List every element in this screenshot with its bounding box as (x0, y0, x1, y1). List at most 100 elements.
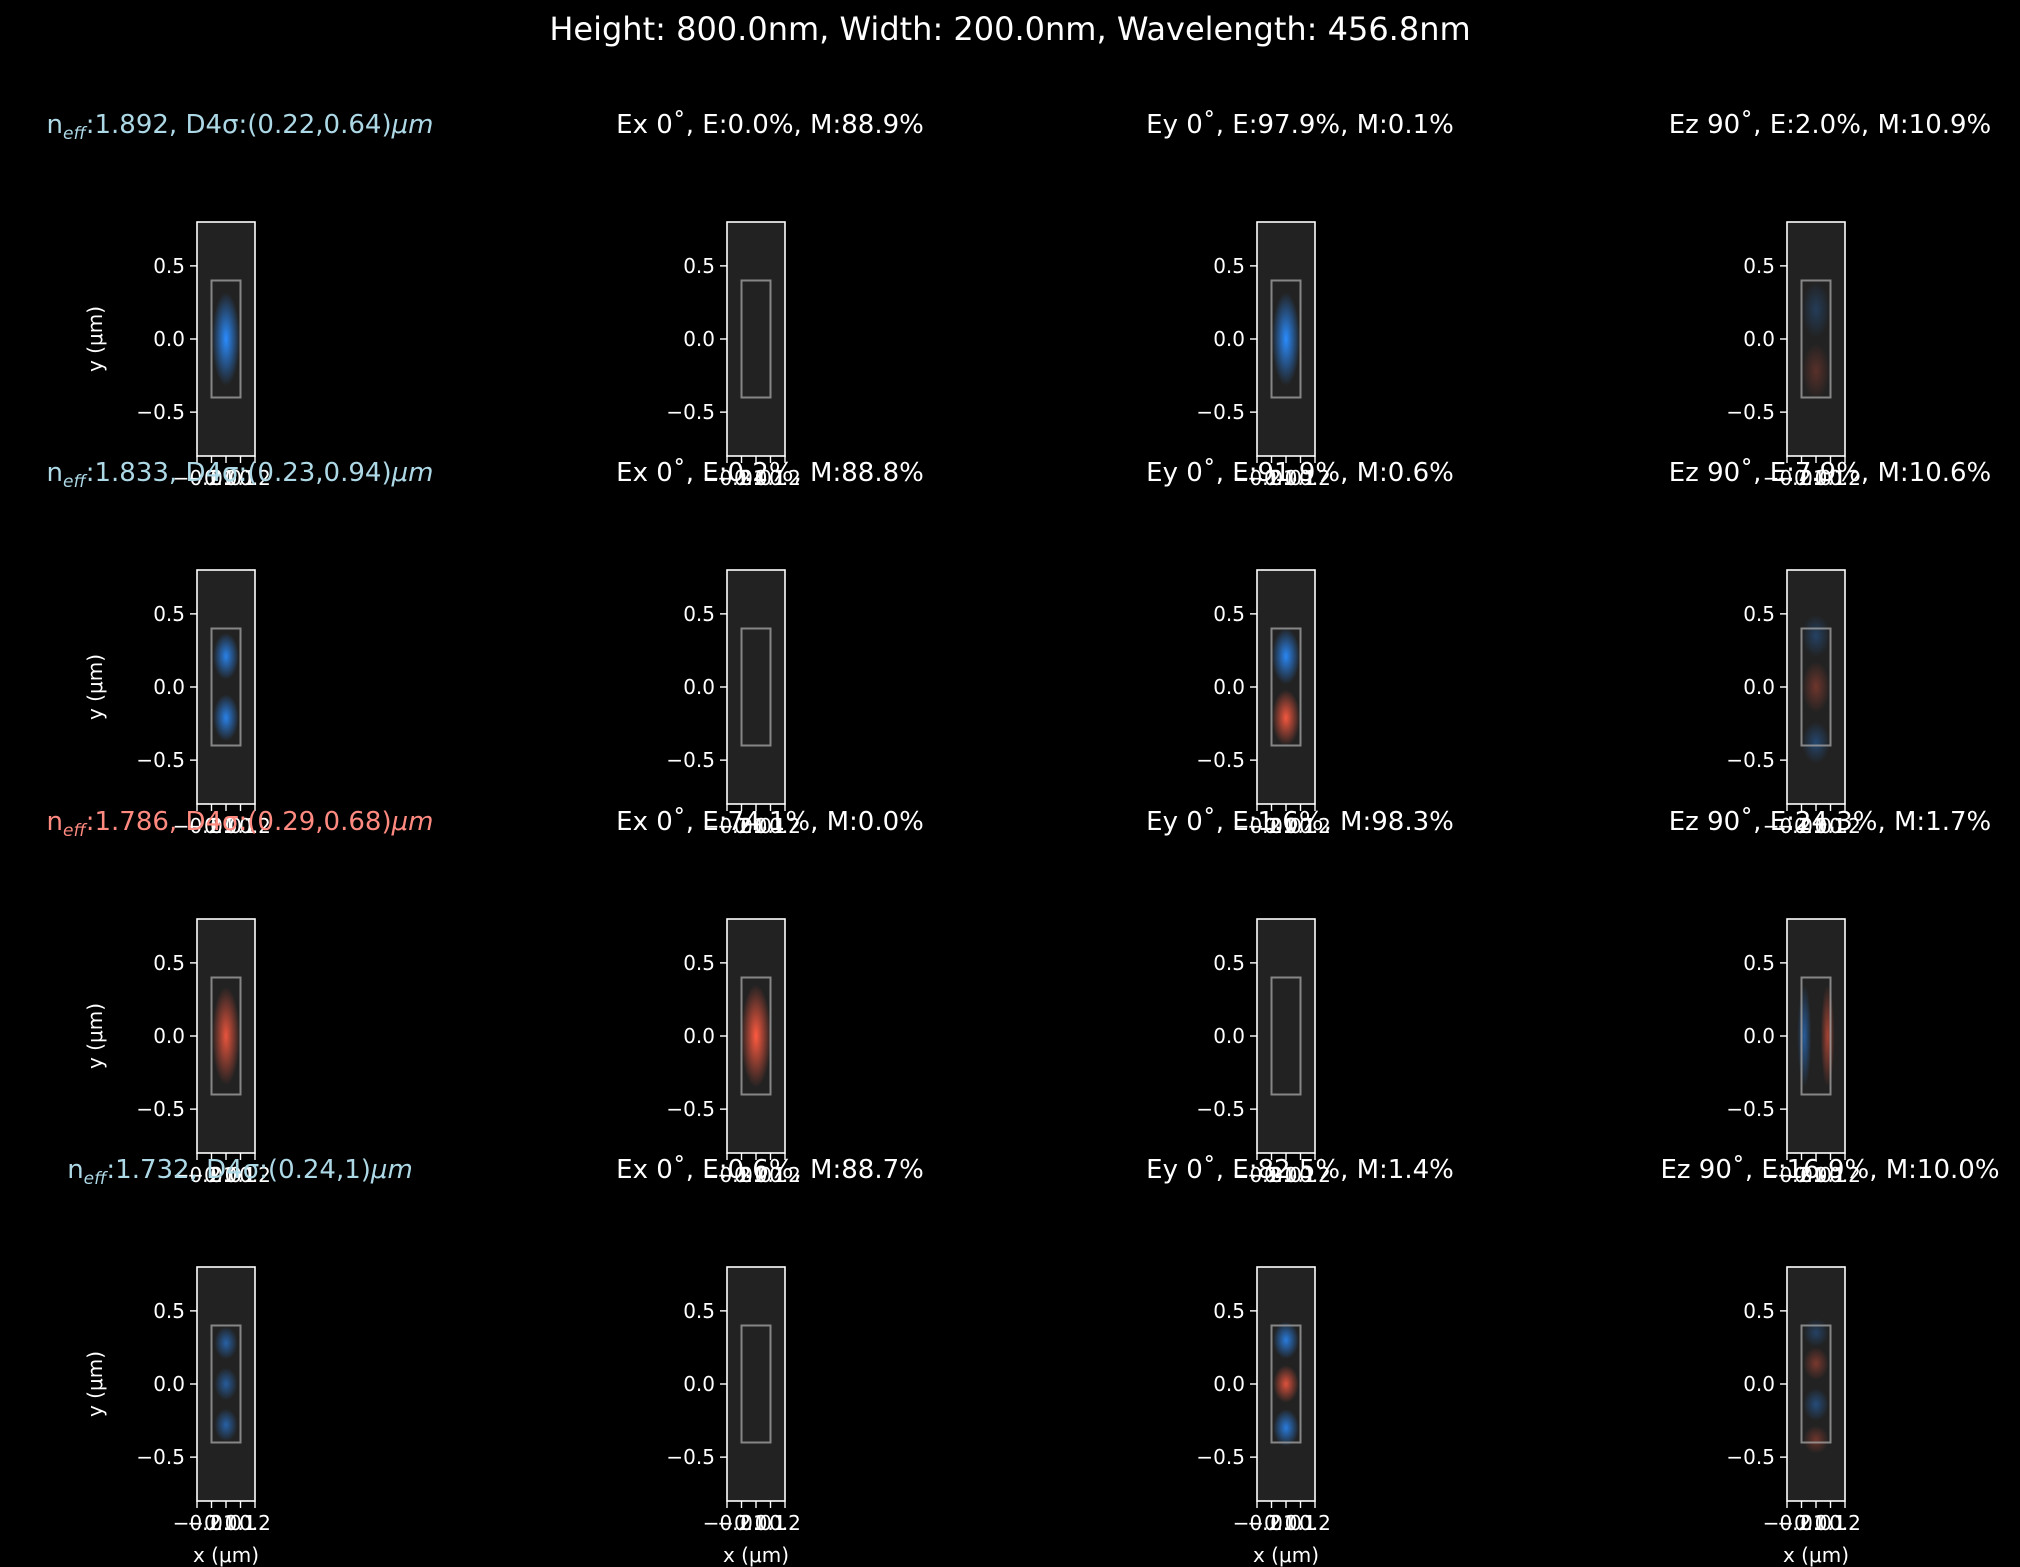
x-axis-label: x (μm) (1252, 1543, 1319, 1567)
y-tick-label: 0.0 (1213, 1024, 1245, 1048)
field-lobe-negative (1797, 984, 1812, 1088)
y-tick-label: −0.5 (1196, 1097, 1245, 1121)
panel-title: Ey 0˚, E:1.6%, M:98.3% (1146, 807, 1454, 837)
field-heatmap: 0.50.0−0.5−0.2−0.10.00.10.2 (1196, 569, 1331, 838)
y-tick-label: 0.5 (683, 254, 715, 278)
x-tick-label: 0.2 (1829, 1511, 1861, 1535)
y-tick-label: 0.0 (1213, 1372, 1245, 1396)
axes-background (727, 570, 785, 804)
mode-4-ex-panel: Ex 0˚, E:0.6%, M:88.7% 0.5 0.0 −0.5 −0.2 −0.1… (530, 1155, 1010, 1567)
x-tick-label: −0.1 (717, 1511, 766, 1535)
y-tick-label: 0.0 (153, 327, 185, 351)
x-tick-label: −0.1 (187, 466, 236, 490)
y-tick-label: 0.5 (1213, 951, 1245, 975)
y-tick-label: 0.0 (1213, 327, 1245, 351)
y-axis-label-text: y (μm) (83, 653, 107, 721)
x-tick-label: 0.0 (1800, 1511, 1832, 1535)
y-tick-label: 0.5 (1743, 1299, 1775, 1323)
y-tick-label: 0.0 (153, 675, 185, 699)
x-tick-label: 0.0 (740, 1511, 772, 1535)
y-tick-label: −0.5 (136, 400, 185, 424)
panel-title: Ex 0˚, E:0.0%, M:88.9% (616, 110, 924, 140)
y-tick-label: 0.5 (683, 602, 715, 626)
x-tick-label: 0.1 (755, 814, 787, 838)
x-tick-label: 0.2 (1299, 466, 1331, 490)
x-tick-label: 0.2 (1829, 466, 1861, 490)
x-tick-label: −0.2 (1763, 814, 1812, 838)
field-lobe-negative (1803, 1318, 1829, 1347)
x-tick-label: 0.2 (769, 1511, 801, 1535)
x-tick-label: −0.2 (703, 814, 752, 838)
field-lobes (212, 292, 240, 386)
x-tick-label: −0.2 (1763, 1511, 1812, 1535)
panel-title: Ex 0˚, E:0.2%, M:88.8% (616, 458, 924, 488)
field-lobes (1273, 1321, 1299, 1447)
axes-background (727, 1267, 785, 1501)
mode-2-total-panel: neff:1.833, D4σ:(0.23,0.94)μm 0.5 0.0 −0.5 −… (0, 458, 480, 838)
waveguide-core-outline (1800, 627, 1832, 747)
field-lobe-negative (212, 292, 240, 386)
x-tick-label: −0.1 (1777, 814, 1826, 838)
x-tick-label: 0.0 (210, 1163, 242, 1187)
waveguide-core-outline (1800, 1324, 1832, 1444)
panel-title: Ez 90˚, E:16.9%, M:10.0% (1660, 1155, 2000, 1185)
field-lobes (1272, 628, 1300, 746)
y-tick-label: 0.0 (153, 1024, 185, 1048)
field-lobe-negative (1272, 628, 1300, 685)
field-lobes (212, 986, 240, 1086)
field-heatmap: 0.50.0−0.5−0.2−0.10.00.10.2 (136, 1266, 271, 1535)
waveguide-core-outline (740, 627, 772, 747)
waveguide-core-outline (1270, 279, 1302, 399)
x-axis-label: x (μm) (1782, 1543, 1849, 1567)
field-lobe-negative (213, 632, 239, 680)
mode-3-ey-panel: Ey 0˚, E:1.6%, M:98.3% 0.5 0.0 −0.5 −0.2 −0.1… (1060, 807, 1540, 1187)
waveguide-core-outline (210, 279, 242, 399)
x-tick-label: −0.2 (173, 1511, 222, 1535)
x-tick-label: 0.1 (1815, 1163, 1847, 1187)
x-tick-label: 0.0 (210, 466, 242, 490)
mode-2-ey-panel: Ey 0˚, E:91.9%, M:0.6% 0.5 0.0 −0.5 −0.2 −0.1… (1060, 458, 1540, 838)
y-axis-label: y (μm) (80, 1264, 110, 1504)
mode-3-total-panel: neff:1.786, D4σ:(0.29,0.68)μm 0.5 0.0 −0.5 −… (0, 807, 480, 1187)
y-tick-label: 0.5 (153, 254, 185, 278)
x-tick-label: 0.1 (1285, 1163, 1317, 1187)
field-lobe-positive (740, 984, 772, 1088)
x-tick-label: 0.0 (1800, 466, 1832, 490)
x-tick-label: 0.2 (769, 466, 801, 490)
y-tick-label: 0.0 (683, 1372, 715, 1396)
axes-background (1787, 919, 1845, 1153)
x-tick-label: 0.2 (1829, 814, 1861, 838)
field-heatmap: 0.50.0−0.5−0.2−0.10.00.10.2 (1196, 1266, 1331, 1535)
axes-background (1257, 570, 1315, 804)
x-tick-label: 0.1 (755, 466, 787, 490)
x-tick-label: −0.1 (187, 1511, 236, 1535)
panel-title: Ex 0˚, E:0.6%, M:88.7% (616, 1155, 924, 1185)
y-tick-label: −0.5 (1726, 1445, 1775, 1469)
x-tick-label: −0.2 (703, 1511, 752, 1535)
axes-background (1787, 1267, 1845, 1501)
waveguide-core-outline (1270, 1324, 1302, 1444)
field-heatmap: 0.50.0−0.5−0.2−0.10.00.10.2 (136, 569, 271, 838)
field-lobe-positive (1802, 343, 1830, 400)
x-tick-label: −0.1 (1247, 1511, 1296, 1535)
y-tick-label: 0.5 (153, 951, 185, 975)
mode-1-ez-panel: Ez 90˚, E:2.0%, M:10.9% 0.5 0.0 −0.5 −0.2 −0.… (1590, 110, 2020, 490)
panel-title: Ez 90˚, E:24.3%, M:1.7% (1668, 807, 1992, 837)
axes-background (727, 222, 785, 456)
mode-4-total-panel: neff:1.732, D4σ:(0.24,1)μm 0.5 0.0 −0.5 −0.2… (0, 1155, 480, 1567)
x-tick-label: 0.2 (769, 814, 801, 838)
waveguide-core-outline (1270, 976, 1302, 1096)
y-tick-label: 0.0 (683, 1024, 715, 1048)
panel-title: Ey 0˚, E:82.5%, M:1.4% (1146, 1155, 1454, 1185)
field-lobe-positive (1803, 1347, 1829, 1380)
field-lobe-negative (214, 1367, 238, 1401)
mode-4-ez-panel: Ez 90˚, E:16.9%, M:10.0% 0.5 0.0 −0.5 −0.2 −0… (1590, 1155, 2020, 1567)
panel-title: Ey 0˚, E:91.9%, M:0.6% (1146, 458, 1454, 488)
field-lobes (213, 632, 239, 742)
field-heatmap: 0.50.0−0.5−0.2−0.10.00.10.2 (1196, 918, 1331, 1187)
y-tick-label: 0.0 (153, 1372, 185, 1396)
x-tick-label: 0.2 (769, 1163, 801, 1187)
field-lobe-negative (213, 694, 239, 742)
waveguide-core-outline (210, 627, 242, 747)
x-tick-label: 0.2 (239, 814, 271, 838)
